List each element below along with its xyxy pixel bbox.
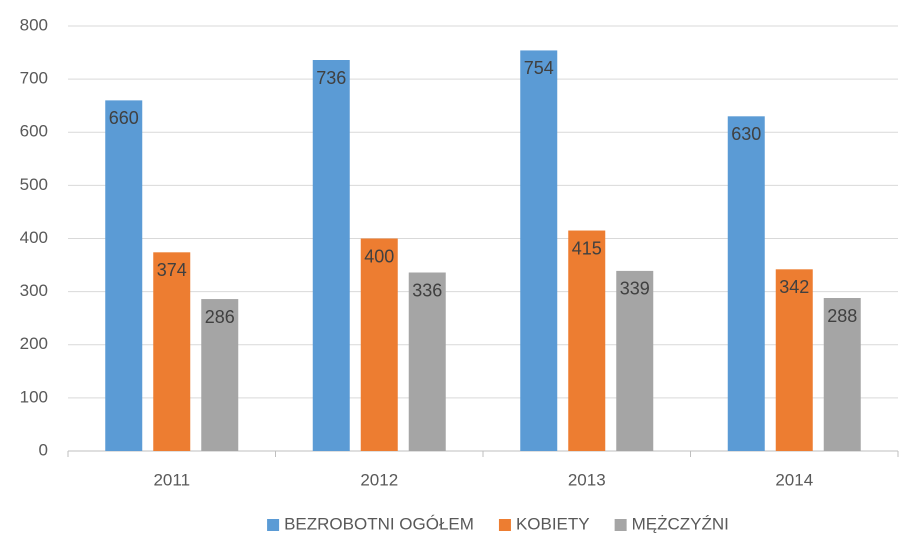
- bar: [727, 116, 765, 451]
- x-tick-label: 2013: [568, 470, 606, 489]
- value-label: 660: [109, 108, 139, 128]
- bar: [360, 238, 398, 451]
- y-tick-label: 500: [20, 175, 48, 194]
- y-tick-label: 600: [20, 122, 48, 141]
- y-tick-label: 300: [20, 281, 48, 300]
- value-label: 415: [572, 238, 602, 258]
- x-tick-label: 2014: [775, 470, 813, 489]
- y-tick-label: 400: [20, 228, 48, 247]
- value-label: 342: [779, 277, 809, 297]
- legend-swatch: [267, 519, 280, 531]
- value-label: 736: [316, 68, 346, 88]
- bar: [775, 269, 813, 451]
- legend-label: BEZROBOTNI OGÓŁEM: [284, 514, 474, 533]
- legend-swatch: [614, 519, 627, 531]
- value-label: 630: [731, 124, 761, 144]
- legend-label: MĘŻCZYŹNI: [632, 514, 729, 533]
- bar: [105, 100, 143, 451]
- value-label: 339: [620, 279, 650, 299]
- y-tick-label: 0: [39, 440, 48, 459]
- bar: [568, 230, 606, 451]
- bar: [823, 298, 861, 451]
- y-tick-label: 100: [20, 387, 48, 406]
- x-tick-label: 2012: [360, 470, 398, 489]
- value-label: 288: [827, 306, 857, 326]
- bar: [312, 60, 350, 451]
- value-label: 754: [524, 58, 554, 78]
- bar: [520, 50, 558, 451]
- legend-label: KOBIETY: [516, 514, 590, 533]
- bar: [408, 272, 446, 451]
- y-tick-label: 800: [20, 15, 48, 34]
- x-tick-label: 2011: [153, 470, 190, 489]
- bar: [616, 270, 654, 451]
- value-label: 400: [364, 246, 394, 266]
- value-label: 374: [157, 260, 187, 280]
- y-tick-label: 200: [20, 334, 48, 353]
- value-label: 286: [205, 307, 235, 327]
- bar: [201, 299, 239, 451]
- value-label: 336: [412, 280, 442, 300]
- legend-swatch: [498, 519, 511, 531]
- y-tick-label: 700: [20, 69, 48, 88]
- bar: [153, 252, 191, 451]
